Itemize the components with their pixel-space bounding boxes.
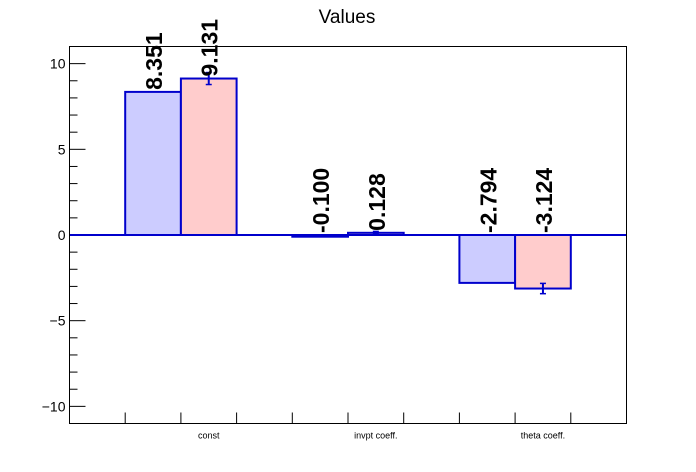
bar-value-labels: 8.351 -0.100 -2.794 9.131 0.128 -3.124 <box>141 19 557 233</box>
bar <box>124 90 182 236</box>
y-tick-label: −5 <box>50 313 66 329</box>
chart-title: Values <box>319 7 376 28</box>
error-bars <box>205 71 546 295</box>
x-category-label: const <box>198 431 220 441</box>
bar <box>514 234 572 290</box>
bar-value-label: -2.794 <box>475 168 501 233</box>
bar <box>458 234 517 284</box>
x-category-label: invpt coeff. <box>354 431 397 441</box>
y-axis: 10 5 0 −5 −10 <box>42 46 86 424</box>
bars <box>124 77 572 290</box>
y-tick-label: 5 <box>58 141 66 157</box>
bar-value-label: -0.100 <box>308 168 334 233</box>
x-category-label: theta coeff. <box>521 431 565 441</box>
x-axis: const invpt coeff. theta coeff. <box>124 412 572 441</box>
y-tick-label: 10 <box>50 56 66 72</box>
bar-value-label: 8.351 <box>141 32 167 90</box>
y-tick-label: −10 <box>42 398 66 414</box>
bar <box>179 77 238 236</box>
bar-value-label: -3.124 <box>531 168 557 233</box>
bar-value-label: 9.131 <box>197 19 223 77</box>
bar-value-label: 0.128 <box>364 173 390 231</box>
y-tick-label: 0 <box>58 227 66 243</box>
